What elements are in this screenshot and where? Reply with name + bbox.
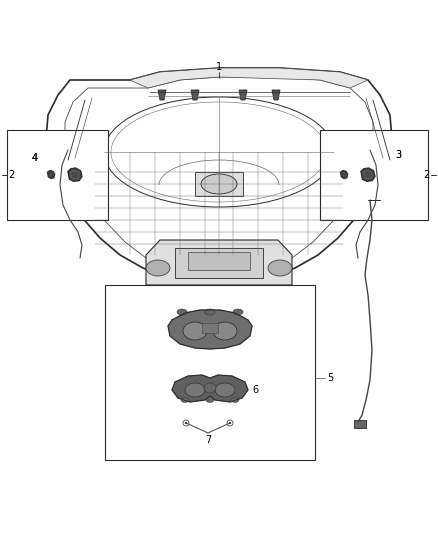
Text: 2: 2: [8, 170, 14, 180]
Ellipse shape: [215, 383, 235, 397]
Bar: [202, 323, 218, 333]
Ellipse shape: [233, 309, 243, 315]
Ellipse shape: [205, 309, 215, 315]
Bar: [195, 172, 243, 196]
Text: 7: 7: [205, 435, 211, 445]
Ellipse shape: [204, 383, 216, 393]
Ellipse shape: [213, 322, 237, 340]
Bar: [7, 130, 108, 220]
Bar: [354, 420, 366, 428]
Polygon shape: [47, 171, 55, 179]
Polygon shape: [239, 90, 247, 100]
Polygon shape: [272, 90, 280, 100]
Text: 6: 6: [252, 385, 258, 395]
Bar: [188, 252, 250, 270]
Ellipse shape: [206, 398, 214, 402]
Ellipse shape: [146, 260, 170, 276]
Polygon shape: [130, 68, 368, 88]
Bar: [320, 130, 428, 220]
Polygon shape: [146, 240, 292, 285]
Text: 1: 1: [216, 62, 222, 72]
Polygon shape: [191, 90, 199, 100]
Text: 3: 3: [395, 150, 401, 160]
Text: 3: 3: [395, 150, 401, 160]
Circle shape: [229, 422, 231, 424]
Polygon shape: [340, 171, 348, 179]
Polygon shape: [172, 375, 248, 402]
Polygon shape: [168, 310, 252, 349]
Polygon shape: [361, 168, 375, 181]
Text: 4: 4: [32, 153, 38, 163]
Text: 2: 2: [424, 170, 430, 180]
Text: 4: 4: [32, 153, 38, 163]
Text: 5: 5: [327, 373, 333, 383]
Bar: [105, 285, 315, 460]
Ellipse shape: [185, 383, 205, 397]
Ellipse shape: [268, 260, 292, 276]
Circle shape: [185, 422, 187, 424]
Polygon shape: [158, 90, 166, 100]
Bar: [175, 248, 263, 278]
Polygon shape: [68, 168, 82, 181]
Ellipse shape: [183, 322, 207, 340]
Ellipse shape: [231, 398, 239, 402]
Ellipse shape: [181, 398, 189, 402]
Ellipse shape: [201, 174, 237, 194]
Ellipse shape: [177, 309, 187, 315]
